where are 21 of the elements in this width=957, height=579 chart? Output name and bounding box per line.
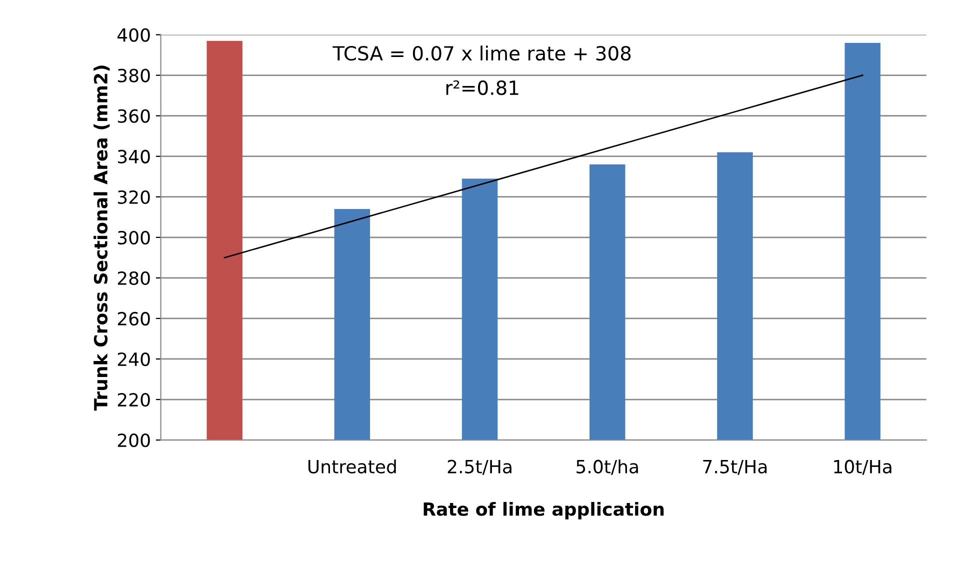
x-tick-label: Untreated [308,459,396,474]
y-tick-label: 280 [118,271,150,286]
x-tick-label: 7.5t/Ha [703,460,767,475]
x-axis-title: Rate of lime application [424,502,664,520]
y-tick-label: 200 [118,434,150,448]
y-tick-label: 260 [118,312,150,326]
line-series [224,74,864,258]
y-axis-title: Trunk Cross Sectional Area (mm2) [94,66,110,411]
y-tick-label: 400 [117,28,150,42]
y-tick-label: 220 [118,392,150,407]
y-tick-label: 360 [118,109,150,123]
annotation: TCSA = 0.07 x lime rate + 308 [332,46,631,61]
x-tick-label: 2.5t/Ha [448,460,512,475]
y-tick-label: 380 [118,68,150,82]
y-tick-label: 320 [118,190,150,204]
x-tick-label: 10t/Ha [834,460,892,475]
x-tick-label: 5.0t/ha [576,459,638,475]
y-tick-label: 240 [118,352,150,366]
annotation: r²=0.81 [446,80,518,96]
y-tick-label: 340 [118,150,150,164]
y-tick-label: 300 [118,230,150,245]
